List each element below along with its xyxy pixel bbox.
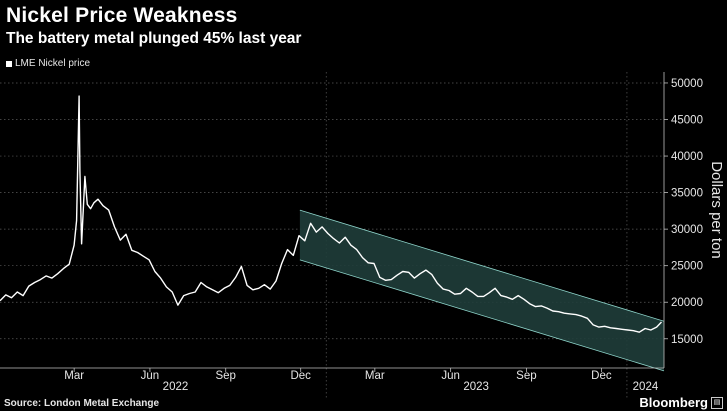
year-label: 2023 <box>463 381 489 393</box>
y-tick-label: 25000 <box>671 261 703 273</box>
x-tick-label: Dec <box>290 370 311 382</box>
trend-channel <box>299 210 664 371</box>
legend: LME Nickel price <box>6 58 90 69</box>
trend-channel-lower <box>299 259 665 372</box>
year-label: 2022 <box>163 381 189 393</box>
x-tick-label: Sep <box>516 370 536 382</box>
y-tick-label: 50000 <box>671 78 703 90</box>
trend-channel-upper <box>299 209 665 322</box>
chart-subtitle: The battery metal plunged 45% last year <box>6 30 302 47</box>
bloomberg-logo: Bloomberg ▤ <box>639 395 723 410</box>
x-tick-label: Mar <box>365 370 385 382</box>
y-tick-label: 15000 <box>671 334 703 346</box>
y-tick-label: 40000 <box>671 151 703 163</box>
y-axis-title: Dollars per ton <box>708 161 725 259</box>
y-tick-label: 45000 <box>671 115 703 127</box>
x-tick-label: Jun <box>441 370 460 382</box>
x-tick-label: Jun <box>141 370 160 382</box>
legend-swatch <box>6 60 12 67</box>
legend-label: LME Nickel price <box>15 58 91 69</box>
terminal-icon: ▤ <box>711 396 723 409</box>
y-tick-label: 30000 <box>671 224 703 236</box>
source-note: Source: London Metal Exchange <box>4 398 160 409</box>
x-tick-label: Sep <box>215 370 235 382</box>
brand-label: Bloomberg <box>639 395 708 410</box>
x-tick-label: Dec <box>591 370 612 382</box>
chart-title: Nickel Price Weakness <box>6 4 238 27</box>
y-tick-label: 20000 <box>671 297 703 309</box>
year-label: 2024 <box>633 381 659 393</box>
x-tick-label: Mar <box>64 370 84 382</box>
y-tick-label: 35000 <box>671 188 703 200</box>
price-line <box>0 95 663 333</box>
